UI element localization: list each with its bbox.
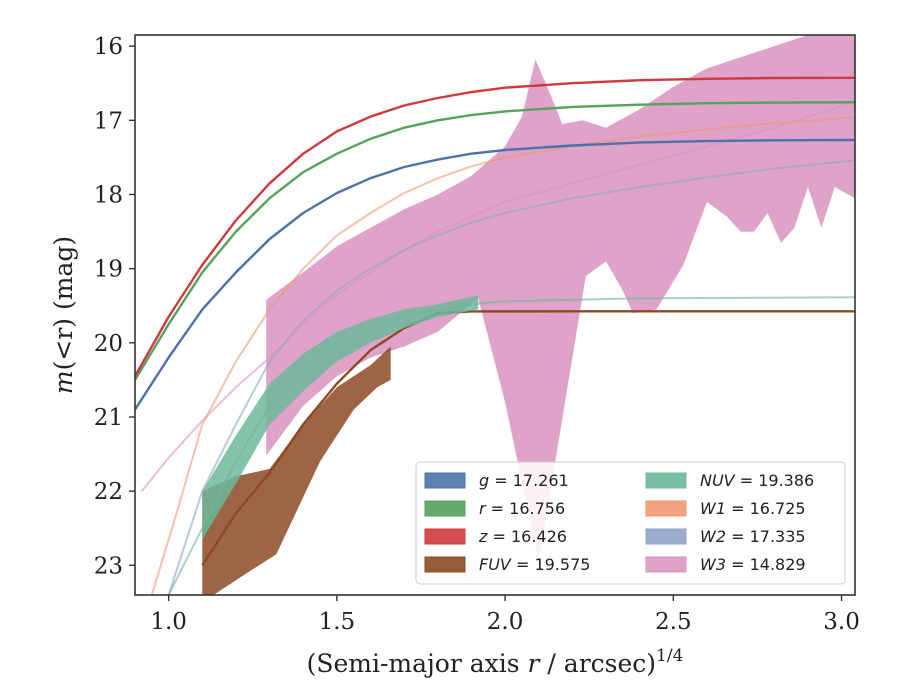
legend-swatch-w3 — [645, 556, 687, 573]
curve-z — [135, 76, 855, 377]
y-tick-label: 22 — [94, 479, 123, 505]
y-tick-label: 16 — [94, 34, 123, 60]
legend-swatch-z — [424, 528, 466, 545]
x-tick-label: 1.5 — [319, 609, 356, 635]
y-tick-label: 18 — [94, 182, 123, 208]
y-axis-label: m(<r) (mag) — [49, 236, 78, 394]
curve-w1 — [150, 116, 855, 595]
legend-label-g: g = 17.261 — [479, 471, 569, 490]
x-tick-label: 2.5 — [655, 609, 692, 635]
curve-nuv — [167, 296, 855, 595]
legend-swatch-g — [424, 472, 466, 489]
y-tick-label: 20 — [94, 331, 123, 357]
legend-label-fuv: FUV = 19.575 — [479, 555, 590, 574]
legend-swatch-fuv — [424, 556, 466, 573]
legend-label-w3: W3 = 14.829 — [700, 555, 806, 574]
legend-label-w2: W2 = 17.335 — [700, 527, 806, 546]
legend-box — [415, 461, 846, 585]
y-tick-label: 23 — [94, 553, 123, 579]
plot-frame — [134, 34, 856, 596]
curve-fuv — [201, 310, 855, 566]
band-fuv — [202, 346, 391, 595]
y-tick-label: 17 — [94, 108, 123, 134]
legend-label-r: r = 16.756 — [479, 499, 565, 518]
legend-swatch-nuv — [645, 472, 687, 489]
curve-w2 — [167, 159, 855, 595]
plot-area — [135, 35, 855, 595]
x-tick-label: 1.0 — [150, 609, 187, 635]
curve-r — [135, 101, 855, 381]
band-w3 — [266, 35, 855, 562]
x-tick-label: 3.0 — [823, 609, 860, 635]
legend: g = 17.261 r = 16.756 z = 16.426 FUV = 19.5… — [415, 461, 846, 585]
x-tick-label: 2.0 — [487, 609, 524, 635]
legend-label-w1: W1 = 16.725 — [700, 499, 806, 518]
legend-label-nuv: NUV = 19.386 — [700, 471, 814, 490]
legend-swatch-w1 — [645, 500, 687, 517]
legend-swatch-w2 — [645, 528, 687, 545]
legend-swatch-r — [424, 500, 466, 517]
band-nuv — [202, 295, 479, 540]
axes-ticks: 1.0 1.5 2.0 2.5 3.0 16 17 18 19 20 21 22 23 — [94, 34, 860, 635]
y-tick-label: 21 — [94, 405, 123, 431]
legend-label-z: z = 16.426 — [478, 527, 567, 546]
y-tick-label: 19 — [94, 257, 123, 283]
curve-g — [135, 138, 855, 411]
x-axis-label: (Semi-major axis r / arcsec)1/4 — [307, 646, 684, 678]
